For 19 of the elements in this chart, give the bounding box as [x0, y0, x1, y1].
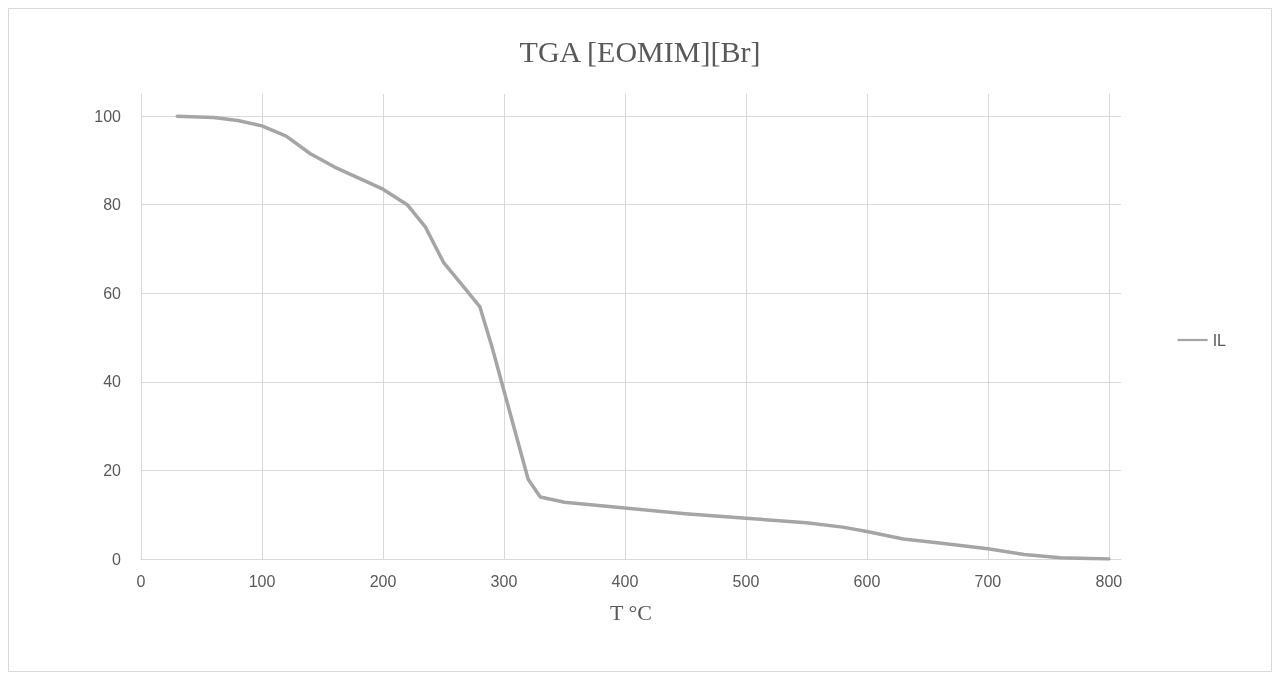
x-tick-label: 400 [611, 572, 639, 590]
x-tick-label: 300 [490, 572, 518, 590]
y-tick-label: 60 [103, 284, 122, 302]
y-tick-label: 100 [94, 107, 122, 125]
x-tick-label: 700 [974, 572, 1002, 590]
x-tick-label: 600 [853, 572, 881, 590]
x-tick-label: 800 [1095, 572, 1123, 590]
line-series [175, 114, 1111, 561]
y-tick-label: 80 [103, 196, 122, 214]
x-tick-label: 100 [248, 572, 276, 590]
chart-title: TGA [EOMIM][Br] [519, 34, 761, 68]
y-tick-label: 40 [103, 373, 122, 391]
y-tick-label: 20 [103, 461, 122, 479]
x-tick-label: 0 [136, 572, 146, 590]
legend-label: IL [1212, 331, 1227, 349]
x-tick-label: 500 [732, 572, 760, 590]
x-axis-title: T °C [609, 599, 653, 625]
x-tick-label: 200 [369, 572, 397, 590]
y-tick-label: 0 [112, 550, 122, 568]
